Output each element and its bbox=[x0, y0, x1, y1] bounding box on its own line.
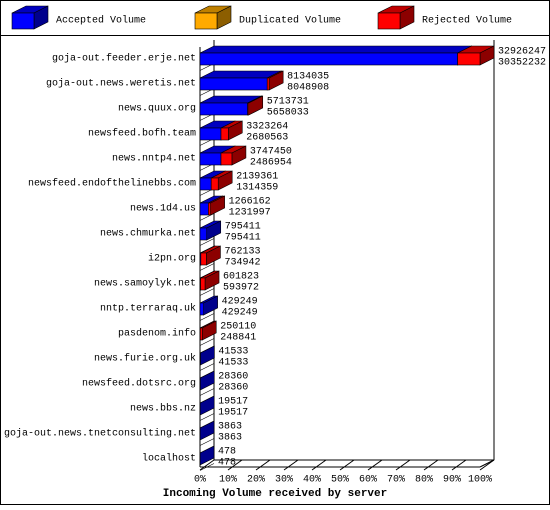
bar-front bbox=[200, 203, 208, 215]
legend-label: Duplicated Volume bbox=[239, 15, 341, 27]
bar-label: 19517 bbox=[218, 397, 248, 408]
bar-label: 429249 bbox=[222, 297, 258, 308]
y-tick-label: localhost bbox=[142, 453, 196, 465]
bar-front bbox=[208, 203, 210, 215]
bar-label: 3863 bbox=[218, 422, 242, 433]
y-tick-label: i2pn.org bbox=[148, 253, 196, 265]
bar-front bbox=[200, 153, 221, 165]
bar-label: 32926247 bbox=[498, 47, 546, 58]
y-tick-label: goja-out.feeder.erje.net bbox=[52, 53, 196, 65]
y-tick-label: nntp.terraraq.uk bbox=[100, 303, 196, 315]
bar-front bbox=[267, 78, 269, 90]
y-tick-label: news.chmurka.net bbox=[100, 228, 196, 240]
bar-label: 3323264 bbox=[246, 122, 288, 133]
bar-front bbox=[200, 103, 248, 115]
bar-label: 762133 bbox=[224, 247, 260, 258]
y-tick-label: news.1d4.us bbox=[130, 203, 196, 215]
bar-label: 30352232 bbox=[498, 58, 546, 69]
bar-front bbox=[200, 78, 267, 90]
y-tick-label: news.bbs.nz bbox=[130, 403, 196, 415]
y-tick-label: newsfeed.bofh.team bbox=[88, 128, 196, 140]
bar-label: 28360 bbox=[218, 383, 248, 394]
bar-label: 1266162 bbox=[229, 197, 271, 208]
bar-label: 1314359 bbox=[236, 183, 278, 194]
x-tick-label: 90% bbox=[443, 475, 461, 486]
bar-label: 5713731 bbox=[267, 97, 309, 108]
bar-front bbox=[221, 153, 232, 165]
x-tick-label: 10% bbox=[219, 475, 237, 486]
bar-label: 601823 bbox=[223, 272, 259, 283]
bar-front bbox=[458, 53, 480, 65]
bar-front bbox=[200, 128, 221, 140]
bar-front bbox=[248, 103, 249, 115]
bar-front bbox=[201, 253, 207, 265]
bar-label: 248841 bbox=[220, 333, 256, 344]
bar-front bbox=[200, 303, 204, 315]
bar-label: 478 bbox=[218, 447, 236, 458]
bar-front bbox=[200, 328, 202, 340]
bar-front bbox=[200, 228, 207, 240]
x-tick-label: 40% bbox=[303, 475, 321, 486]
bar-front bbox=[200, 178, 211, 190]
bar-label: 8134035 bbox=[287, 72, 329, 83]
bar-label: 734942 bbox=[224, 258, 260, 269]
y-tick-label: news.quux.org bbox=[118, 104, 196, 115]
bar-label: 3863 bbox=[218, 433, 242, 444]
legend-label: Accepted Volume bbox=[56, 15, 146, 27]
bar-label: 478 bbox=[218, 458, 236, 469]
bar-label: 2139361 bbox=[236, 172, 278, 183]
x-tick-label: 50% bbox=[331, 475, 349, 486]
bar-front bbox=[211, 178, 218, 190]
y-tick-label: news.furie.org.uk bbox=[94, 353, 196, 365]
y-tick-label: newsfeed.endofthelinebbs.com bbox=[28, 178, 196, 190]
bar-label: 2680563 bbox=[246, 133, 288, 144]
y-tick-label: goja-out.news.weretis.net bbox=[46, 78, 196, 90]
bar-front bbox=[200, 53, 458, 65]
y-tick-label: news.samoylyk.net bbox=[94, 278, 196, 290]
bar bbox=[200, 46, 472, 65]
bar-label: 593972 bbox=[223, 283, 259, 294]
bar-label: 19517 bbox=[218, 408, 248, 419]
bar-front bbox=[221, 128, 228, 140]
bar-label: 795411 bbox=[225, 233, 261, 244]
x-tick-label: 60% bbox=[359, 475, 377, 486]
x-tick-label: 100% bbox=[468, 475, 492, 486]
bar-label: 3747450 bbox=[250, 147, 292, 158]
x-axis-title: Incoming Volume received by server bbox=[163, 488, 387, 500]
bar-label: 250110 bbox=[220, 322, 256, 333]
bar-label: 8048908 bbox=[287, 83, 329, 94]
x-tick-label: 30% bbox=[275, 475, 293, 486]
legend-label: Rejected Volume bbox=[422, 15, 512, 27]
bar-label: 41533 bbox=[218, 358, 248, 369]
bar-label: 28360 bbox=[218, 372, 248, 383]
bar-front bbox=[12, 13, 34, 29]
x-tick-label: 20% bbox=[247, 475, 265, 486]
bar-label: 429249 bbox=[222, 308, 258, 319]
bar-front bbox=[195, 13, 217, 29]
x-tick-label: 70% bbox=[387, 475, 405, 486]
bar-top bbox=[200, 46, 472, 53]
bar-label: 795411 bbox=[225, 222, 261, 233]
x-tick-label: 0% bbox=[194, 475, 206, 486]
y-tick-label: goja-out.news.tnetconsulting.net bbox=[4, 428, 196, 440]
y-tick-label: news.nntp4.net bbox=[112, 154, 196, 165]
bar-front bbox=[378, 13, 400, 29]
y-tick-label: newsfeed.dotsrc.org bbox=[82, 378, 196, 390]
x-tick-label: 80% bbox=[415, 475, 433, 486]
y-tick-label: pasdenom.info bbox=[118, 328, 196, 340]
bar-front bbox=[201, 278, 205, 290]
bar-label: 41533 bbox=[218, 347, 248, 358]
bar-label: 1231997 bbox=[229, 208, 271, 219]
bar-label: 5658033 bbox=[267, 108, 309, 119]
bar-label: 2486954 bbox=[250, 158, 292, 169]
